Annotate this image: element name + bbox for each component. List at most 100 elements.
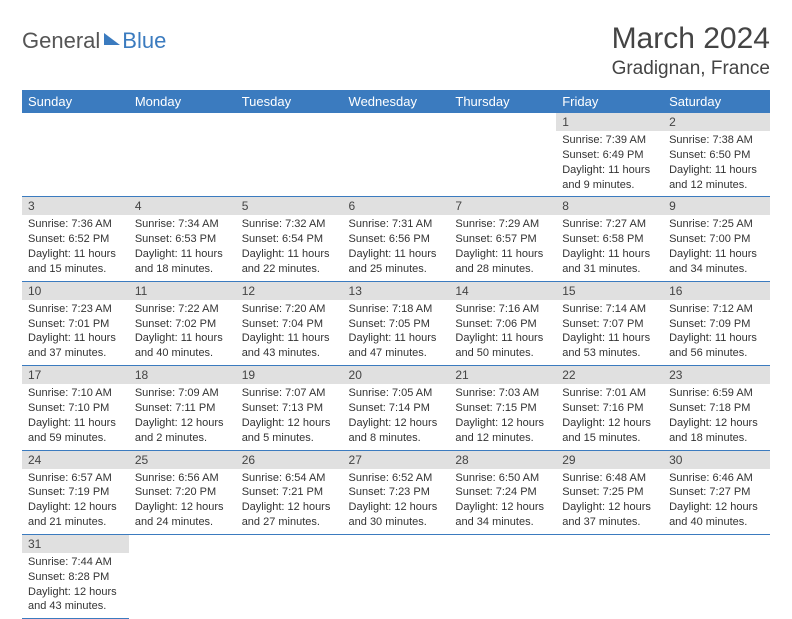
day-details: Sunrise: 7:01 AMSunset: 7:16 PMDaylight:… bbox=[556, 384, 663, 449]
day-details: Sunrise: 6:50 AMSunset: 7:24 PMDaylight:… bbox=[449, 469, 556, 534]
day-details: Sunrise: 7:31 AMSunset: 6:56 PMDaylight:… bbox=[343, 215, 450, 280]
day-cell: 7Sunrise: 7:29 AMSunset: 6:57 PMDaylight… bbox=[449, 197, 556, 281]
weekday-header: Thursday bbox=[449, 90, 556, 113]
day-cell: 23Sunrise: 6:59 AMSunset: 7:18 PMDayligh… bbox=[663, 366, 770, 450]
day-number: 17 bbox=[22, 366, 129, 384]
title-block: March 2024 Gradignan, France bbox=[612, 22, 770, 80]
day-details: Sunrise: 7:18 AMSunset: 7:05 PMDaylight:… bbox=[343, 300, 450, 365]
day-cell: 29Sunrise: 6:48 AMSunset: 7:25 PMDayligh… bbox=[556, 450, 663, 534]
empty-cell bbox=[129, 534, 236, 618]
day-cell: 28Sunrise: 6:50 AMSunset: 7:24 PMDayligh… bbox=[449, 450, 556, 534]
day-cell: 12Sunrise: 7:20 AMSunset: 7:04 PMDayligh… bbox=[236, 281, 343, 365]
empty-cell bbox=[236, 113, 343, 197]
day-cell: 31Sunrise: 7:44 AMSunset: 8:28 PMDayligh… bbox=[22, 534, 129, 618]
day-number: 16 bbox=[663, 282, 770, 300]
day-number: 11 bbox=[129, 282, 236, 300]
day-details: Sunrise: 7:05 AMSunset: 7:14 PMDaylight:… bbox=[343, 384, 450, 449]
day-details: Sunrise: 7:03 AMSunset: 7:15 PMDaylight:… bbox=[449, 384, 556, 449]
month-title: March 2024 bbox=[612, 22, 770, 56]
day-number: 6 bbox=[343, 197, 450, 215]
empty-cell bbox=[343, 113, 450, 197]
weekday-header: Wednesday bbox=[343, 90, 450, 113]
day-number: 1 bbox=[556, 113, 663, 131]
day-number: 23 bbox=[663, 366, 770, 384]
day-cell: 15Sunrise: 7:14 AMSunset: 7:07 PMDayligh… bbox=[556, 281, 663, 365]
empty-cell bbox=[449, 534, 556, 618]
logo-text-general: General bbox=[22, 28, 100, 54]
logo: General Blue bbox=[22, 22, 166, 54]
weekday-row: SundayMondayTuesdayWednesdayThursdayFrid… bbox=[22, 90, 770, 113]
day-cell: 25Sunrise: 6:56 AMSunset: 7:20 PMDayligh… bbox=[129, 450, 236, 534]
day-number: 26 bbox=[236, 451, 343, 469]
day-cell: 14Sunrise: 7:16 AMSunset: 7:06 PMDayligh… bbox=[449, 281, 556, 365]
day-number: 4 bbox=[129, 197, 236, 215]
day-details: Sunrise: 7:36 AMSunset: 6:52 PMDaylight:… bbox=[22, 215, 129, 280]
day-details: Sunrise: 7:38 AMSunset: 6:50 PMDaylight:… bbox=[663, 131, 770, 196]
day-cell: 16Sunrise: 7:12 AMSunset: 7:09 PMDayligh… bbox=[663, 281, 770, 365]
day-details: Sunrise: 7:27 AMSunset: 6:58 PMDaylight:… bbox=[556, 215, 663, 280]
calendar-body: 1Sunrise: 7:39 AMSunset: 6:49 PMDaylight… bbox=[22, 113, 770, 619]
day-number: 9 bbox=[663, 197, 770, 215]
day-cell: 4Sunrise: 7:34 AMSunset: 6:53 PMDaylight… bbox=[129, 197, 236, 281]
day-cell: 26Sunrise: 6:54 AMSunset: 7:21 PMDayligh… bbox=[236, 450, 343, 534]
day-details: Sunrise: 6:52 AMSunset: 7:23 PMDaylight:… bbox=[343, 469, 450, 534]
day-cell: 10Sunrise: 7:23 AMSunset: 7:01 PMDayligh… bbox=[22, 281, 129, 365]
day-number: 15 bbox=[556, 282, 663, 300]
calendar-head: SundayMondayTuesdayWednesdayThursdayFrid… bbox=[22, 90, 770, 113]
day-number: 24 bbox=[22, 451, 129, 469]
calendar-row: 3Sunrise: 7:36 AMSunset: 6:52 PMDaylight… bbox=[22, 197, 770, 281]
day-details: Sunrise: 7:29 AMSunset: 6:57 PMDaylight:… bbox=[449, 215, 556, 280]
day-number: 19 bbox=[236, 366, 343, 384]
calendar-row: 24Sunrise: 6:57 AMSunset: 7:19 PMDayligh… bbox=[22, 450, 770, 534]
day-number: 10 bbox=[22, 282, 129, 300]
day-details: Sunrise: 7:23 AMSunset: 7:01 PMDaylight:… bbox=[22, 300, 129, 365]
day-cell: 22Sunrise: 7:01 AMSunset: 7:16 PMDayligh… bbox=[556, 366, 663, 450]
day-number: 30 bbox=[663, 451, 770, 469]
weekday-header: Tuesday bbox=[236, 90, 343, 113]
day-number: 25 bbox=[129, 451, 236, 469]
day-details: Sunrise: 7:44 AMSunset: 8:28 PMDaylight:… bbox=[22, 553, 129, 618]
empty-cell bbox=[449, 113, 556, 197]
sail-icon bbox=[104, 33, 120, 45]
day-number: 27 bbox=[343, 451, 450, 469]
day-number: 2 bbox=[663, 113, 770, 131]
day-details: Sunrise: 7:25 AMSunset: 7:00 PMDaylight:… bbox=[663, 215, 770, 280]
day-number: 8 bbox=[556, 197, 663, 215]
day-details: Sunrise: 6:48 AMSunset: 7:25 PMDaylight:… bbox=[556, 469, 663, 534]
weekday-header: Saturday bbox=[663, 90, 770, 113]
day-number: 28 bbox=[449, 451, 556, 469]
day-cell: 5Sunrise: 7:32 AMSunset: 6:54 PMDaylight… bbox=[236, 197, 343, 281]
day-cell: 3Sunrise: 7:36 AMSunset: 6:52 PMDaylight… bbox=[22, 197, 129, 281]
page-header: General Blue March 2024 Gradignan, Franc… bbox=[22, 22, 770, 80]
logo-text-blue: Blue bbox=[122, 28, 166, 54]
day-number: 31 bbox=[22, 535, 129, 553]
calendar-row: 31Sunrise: 7:44 AMSunset: 8:28 PMDayligh… bbox=[22, 534, 770, 618]
day-number: 5 bbox=[236, 197, 343, 215]
day-number: 13 bbox=[343, 282, 450, 300]
day-cell: 17Sunrise: 7:10 AMSunset: 7:10 PMDayligh… bbox=[22, 366, 129, 450]
day-cell: 2Sunrise: 7:38 AMSunset: 6:50 PMDaylight… bbox=[663, 113, 770, 197]
empty-cell bbox=[22, 113, 129, 197]
day-cell: 6Sunrise: 7:31 AMSunset: 6:56 PMDaylight… bbox=[343, 197, 450, 281]
day-cell: 8Sunrise: 7:27 AMSunset: 6:58 PMDaylight… bbox=[556, 197, 663, 281]
day-cell: 20Sunrise: 7:05 AMSunset: 7:14 PMDayligh… bbox=[343, 366, 450, 450]
day-details: Sunrise: 7:09 AMSunset: 7:11 PMDaylight:… bbox=[129, 384, 236, 449]
weekday-header: Monday bbox=[129, 90, 236, 113]
day-details: Sunrise: 7:20 AMSunset: 7:04 PMDaylight:… bbox=[236, 300, 343, 365]
day-cell: 30Sunrise: 6:46 AMSunset: 7:27 PMDayligh… bbox=[663, 450, 770, 534]
day-cell: 18Sunrise: 7:09 AMSunset: 7:11 PMDayligh… bbox=[129, 366, 236, 450]
day-cell: 24Sunrise: 6:57 AMSunset: 7:19 PMDayligh… bbox=[22, 450, 129, 534]
calendar-row: 10Sunrise: 7:23 AMSunset: 7:01 PMDayligh… bbox=[22, 281, 770, 365]
day-cell: 11Sunrise: 7:22 AMSunset: 7:02 PMDayligh… bbox=[129, 281, 236, 365]
day-number: 14 bbox=[449, 282, 556, 300]
location-label: Gradignan, France bbox=[612, 58, 770, 80]
calendar-table: SundayMondayTuesdayWednesdayThursdayFrid… bbox=[22, 90, 770, 619]
day-details: Sunrise: 7:12 AMSunset: 7:09 PMDaylight:… bbox=[663, 300, 770, 365]
calendar-row: 1Sunrise: 7:39 AMSunset: 6:49 PMDaylight… bbox=[22, 113, 770, 197]
day-details: Sunrise: 7:34 AMSunset: 6:53 PMDaylight:… bbox=[129, 215, 236, 280]
day-details: Sunrise: 7:39 AMSunset: 6:49 PMDaylight:… bbox=[556, 131, 663, 196]
empty-cell bbox=[129, 113, 236, 197]
day-details: Sunrise: 7:22 AMSunset: 7:02 PMDaylight:… bbox=[129, 300, 236, 365]
day-number: 12 bbox=[236, 282, 343, 300]
day-cell: 19Sunrise: 7:07 AMSunset: 7:13 PMDayligh… bbox=[236, 366, 343, 450]
